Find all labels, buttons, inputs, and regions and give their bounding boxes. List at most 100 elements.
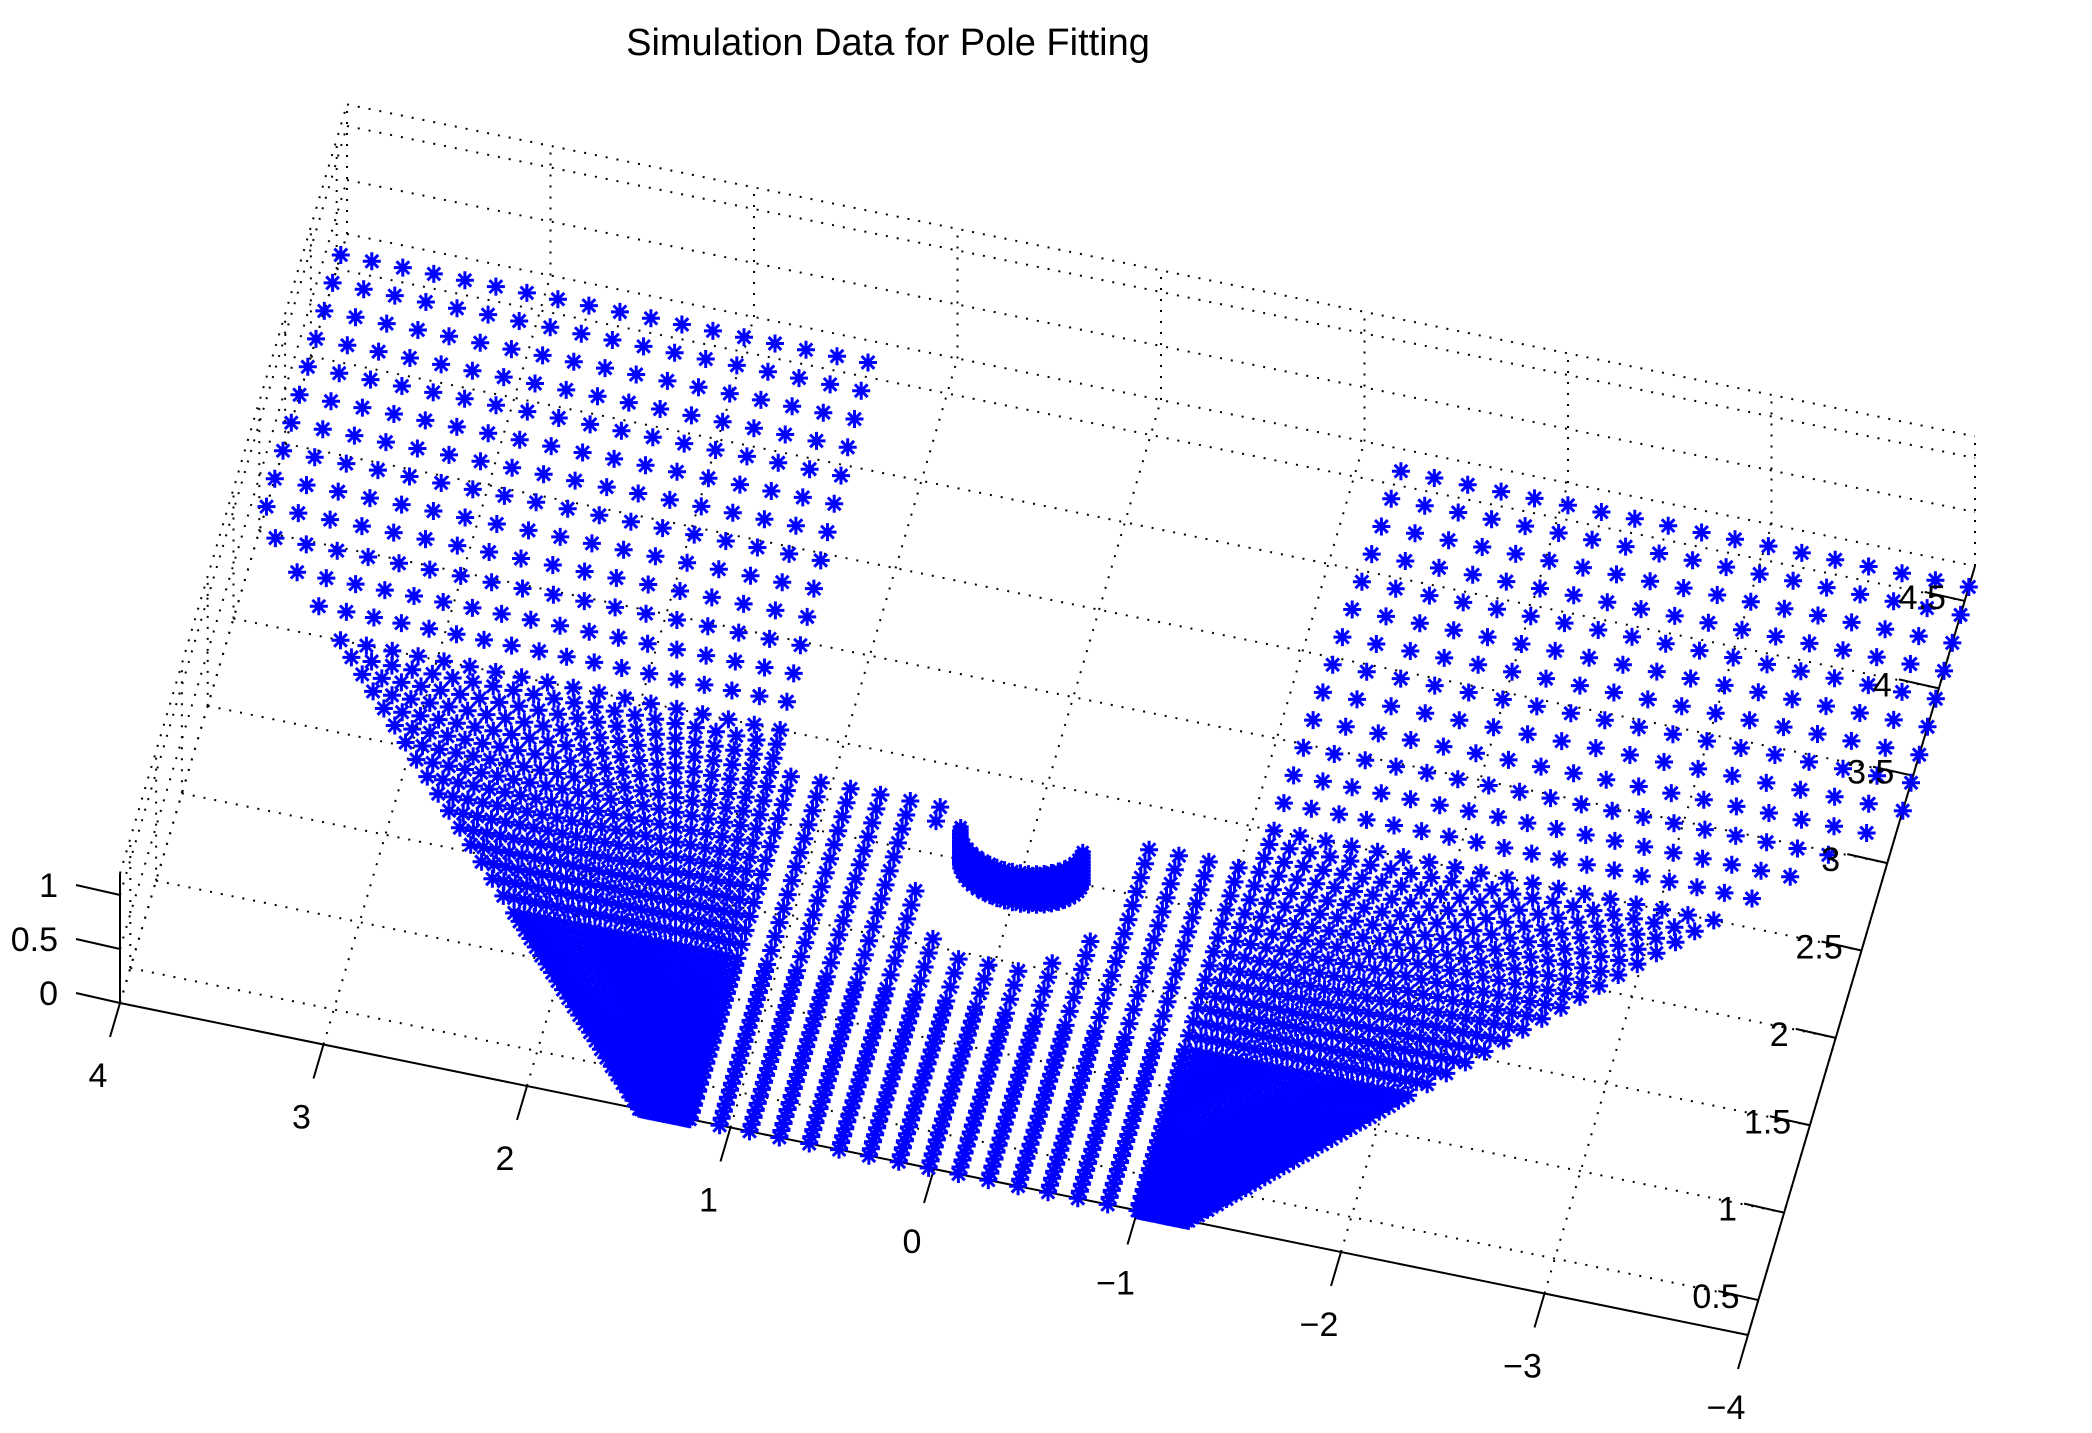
data-point: [288, 563, 307, 582]
data-point: [872, 889, 891, 908]
x-tick: [1330, 1251, 1342, 1287]
y-tick-label: 2: [1770, 1016, 1789, 1054]
data-point: [1385, 816, 1403, 835]
data-point: [955, 1144, 974, 1162]
data-point: [666, 773, 685, 792]
data-point: [1441, 961, 1460, 980]
data-point: [1385, 1024, 1404, 1043]
data-point: [1233, 1059, 1252, 1078]
data-point: [1532, 1009, 1551, 1028]
data-point: [1488, 1000, 1507, 1019]
data-point: [1396, 967, 1415, 986]
data-point: [715, 813, 734, 832]
grid-line-y: [284, 442, 1914, 777]
data-point: [1245, 995, 1263, 1014]
data-point: [1165, 1075, 1184, 1094]
data-point: [1586, 739, 1605, 758]
data-point: [1216, 1086, 1235, 1105]
data-point: [607, 717, 626, 736]
data-point: [1318, 891, 1337, 910]
data-point: [666, 818, 685, 837]
data-point: [1539, 966, 1558, 985]
data-point: [420, 694, 439, 712]
data-point: [1031, 1100, 1050, 1119]
data-point: [695, 1061, 714, 1080]
data-point: [1485, 1014, 1504, 1033]
data-point: [558, 966, 577, 985]
data-point: [463, 598, 482, 617]
data-point: [1506, 544, 1525, 563]
data-point: [1255, 849, 1274, 868]
data-point: [1195, 866, 1214, 885]
data-point: [1536, 995, 1555, 1014]
data-point: [393, 703, 412, 722]
data-point: [1019, 1142, 1038, 1161]
data-point: [1221, 1079, 1240, 1098]
data-point: [508, 741, 527, 760]
data-point: [512, 668, 531, 687]
data-point: [545, 689, 563, 708]
data-point: [1225, 976, 1243, 995]
data-point: [843, 987, 862, 1006]
data-point: [1310, 905, 1329, 924]
grid-line-x: [1543, 524, 1773, 1294]
data-point: [1571, 987, 1589, 1006]
data-point: [904, 1103, 923, 1122]
data-point: [1358, 1078, 1377, 1096]
data-point: [861, 1035, 879, 1054]
data-point: [695, 675, 714, 694]
data-point: [834, 911, 853, 930]
data-point: [766, 601, 785, 620]
data-point: [1377, 607, 1395, 626]
data-point: [1398, 1026, 1417, 1045]
data-point: [353, 398, 372, 417]
data-point: [383, 686, 401, 705]
grid-line-y: [130, 967, 1759, 1302]
data-point: [950, 1054, 969, 1072]
data-point: [484, 855, 503, 874]
data-point: [1291, 1093, 1309, 1112]
data-point: [569, 961, 588, 980]
data-point: [666, 744, 685, 763]
data-point: [580, 622, 599, 641]
data-point: [1269, 867, 1288, 886]
data-point: [949, 1165, 968, 1183]
data-point: [1157, 1103, 1176, 1122]
data-point: [444, 787, 462, 806]
data-point: [684, 1096, 703, 1115]
data-point: [686, 941, 705, 959]
data-point: [1522, 844, 1541, 863]
data-point: [646, 547, 665, 566]
data-point: [680, 865, 699, 884]
data-point: [577, 814, 596, 833]
data-point: [754, 791, 773, 810]
data-point: [748, 879, 767, 898]
data-point: [1412, 881, 1430, 900]
data-point: [1124, 1000, 1143, 1019]
data-point: [1298, 1065, 1317, 1084]
data-point: [543, 963, 562, 982]
data-point: [1112, 1042, 1131, 1061]
data-point: [1296, 1005, 1315, 1024]
data-point: [971, 984, 990, 1003]
data-point: [1472, 952, 1490, 971]
data-point: [1338, 1073, 1357, 1092]
data-point: [773, 795, 792, 814]
data-point: [746, 1101, 765, 1120]
data-point: [945, 964, 964, 983]
data-point: [918, 1054, 937, 1073]
y-tick: [1821, 940, 1862, 952]
data-point: [1043, 954, 1062, 973]
data-point: [709, 560, 728, 579]
data-point: [1414, 985, 1433, 1004]
data-point: [1207, 1047, 1226, 1066]
data-point: [841, 994, 860, 1013]
data-point: [620, 808, 638, 827]
data-point: [532, 946, 551, 965]
data-point: [1512, 635, 1531, 653]
data-point: [613, 763, 632, 781]
data-point: [861, 1139, 880, 1158]
data-point: [566, 968, 585, 987]
data-point: [434, 593, 453, 611]
data-point: [722, 681, 741, 700]
